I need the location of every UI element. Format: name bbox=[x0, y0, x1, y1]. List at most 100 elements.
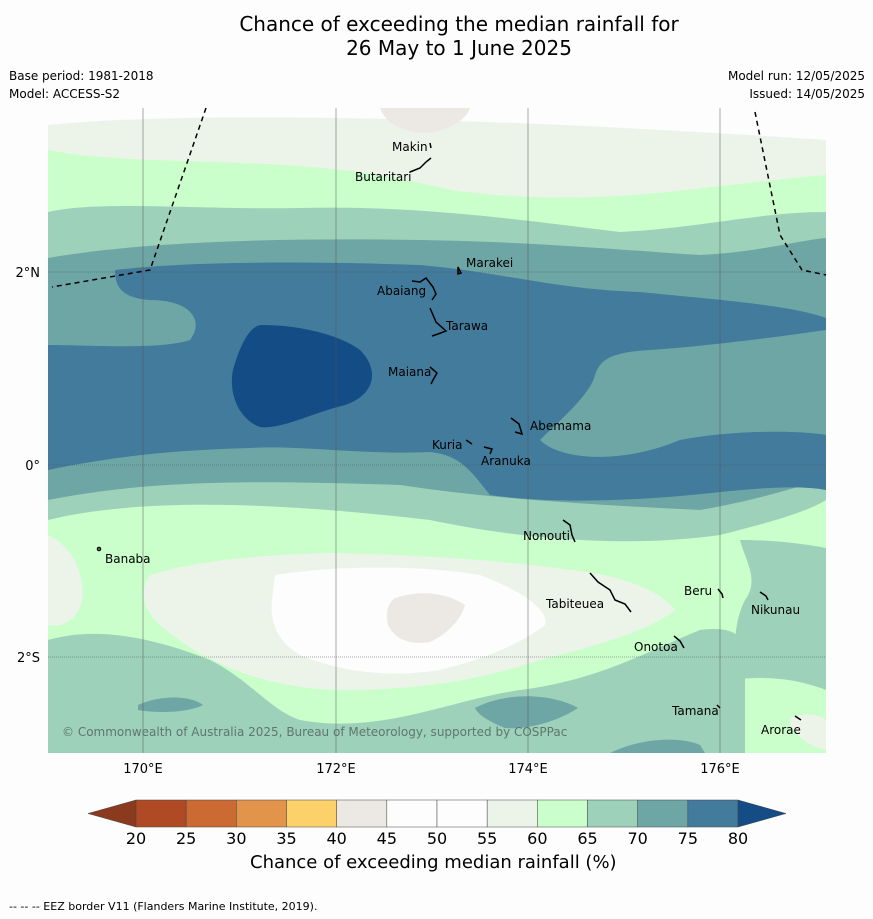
label-butaritari: Butaritari bbox=[355, 170, 412, 184]
colorbar-segment bbox=[687, 799, 739, 828]
onotoa-outline bbox=[673, 635, 685, 649]
colorbar-segment bbox=[286, 799, 337, 828]
base-period: Base period: 1981-2018 bbox=[9, 69, 154, 83]
colorbar-tick-label: 80 bbox=[728, 829, 748, 848]
label-beru: Beru bbox=[684, 584, 712, 598]
colorbar-segment bbox=[386, 799, 438, 828]
colorbar-segment bbox=[236, 799, 287, 828]
colorbar-segment bbox=[135, 799, 187, 828]
label-nonouti: Nonouti bbox=[523, 529, 570, 543]
colorbar-segment bbox=[587, 799, 638, 828]
eez-border-west bbox=[51, 107, 207, 288]
rainfall-contours bbox=[48, 108, 826, 753]
eez-footnote: -- -- -- EEZ border V11 (Flanders Marine… bbox=[9, 900, 318, 913]
label-marakei: Marakei bbox=[466, 256, 513, 270]
marakei-outline bbox=[457, 266, 463, 276]
banaba-outline bbox=[96, 546, 102, 552]
label-kuria: Kuria bbox=[432, 438, 463, 452]
colorbar-segment bbox=[637, 799, 689, 828]
band-40-45-south bbox=[386, 593, 465, 643]
lon-label-170: 170°E bbox=[123, 762, 163, 777]
colorbar-tick-label: 75 bbox=[678, 829, 698, 848]
kuria-outline bbox=[465, 439, 473, 445]
title-line-1: Chance of exceeding the median rainfall … bbox=[239, 12, 679, 36]
maiana-outline bbox=[429, 366, 438, 385]
band-above-80 bbox=[231, 325, 372, 428]
label-banaba: Banaba bbox=[105, 552, 151, 566]
tamana-outline bbox=[716, 704, 721, 709]
colorbar-segment bbox=[486, 799, 538, 828]
colorbar: 20 25 30 35 40 45 50 55 60 65 70 75 80 bbox=[87, 799, 787, 848]
axis-labels: 2°N 0° 2°S 170°E 172°E 174°E 176°E bbox=[16, 266, 740, 777]
colorbar-tick-label: 50 bbox=[427, 829, 447, 848]
colorbar-segment bbox=[336, 799, 388, 828]
nonouti-outline bbox=[562, 519, 576, 543]
label-abemama: Abemama bbox=[530, 419, 591, 433]
colorbar-segment bbox=[436, 799, 488, 828]
label-arorae: Arorae bbox=[761, 723, 801, 737]
label-onotoa: Onotoa bbox=[634, 640, 678, 654]
lat-label-2n: 2°N bbox=[16, 266, 41, 281]
title-line-2: 26 May to 1 June 2025 bbox=[346, 36, 572, 60]
band-75-80 bbox=[48, 262, 826, 501]
tabiteuea-outline bbox=[589, 572, 632, 613]
label-maiana: Maiana bbox=[388, 365, 431, 379]
colorbar-tick-label: 30 bbox=[226, 829, 246, 848]
aranuka-outline bbox=[483, 446, 494, 455]
label-makin: Makin bbox=[392, 140, 428, 154]
model-name: Model: ACCESS-S2 bbox=[9, 87, 121, 101]
colorbar-tick-label: 65 bbox=[577, 829, 597, 848]
butaritari-outline bbox=[409, 157, 432, 173]
graticule bbox=[48, 108, 826, 753]
copyright-notice: © Commonwealth of Australia 2025, Bureau… bbox=[62, 725, 567, 739]
colorbar-extend-high bbox=[737, 799, 787, 828]
model-run: Model run: 12/05/2025 bbox=[727, 69, 865, 83]
band-55-60-corner bbox=[790, 714, 826, 750]
meta-right: Model run: 12/05/2025 Issued: 14/05/2025 bbox=[728, 67, 865, 103]
island-labels: Makin Butaritari Marakei Abaiang Tarawa … bbox=[105, 140, 801, 737]
colorbar-segment bbox=[537, 799, 588, 828]
lat-label-2s: 2°S bbox=[17, 651, 40, 666]
lon-label-176: 176°E bbox=[700, 762, 740, 777]
band-70-75-south bbox=[475, 696, 578, 729]
band-70-75-bottom bbox=[610, 739, 705, 753]
label-tarawa: Tarawa bbox=[445, 319, 488, 333]
colorbar-extend-low bbox=[87, 799, 137, 828]
colorbar-tick-label: 45 bbox=[377, 829, 397, 848]
colorbar-tick-label: 25 bbox=[176, 829, 196, 848]
abaiang-outline bbox=[411, 276, 437, 301]
colorbar-tick-label: 40 bbox=[326, 829, 346, 848]
lat-label-0: 0° bbox=[25, 459, 40, 474]
label-tabiteuea: Tabiteuea bbox=[545, 597, 604, 611]
eez-borders bbox=[51, 107, 827, 288]
colorbar-label: Chance of exceeding median rainfall (%) bbox=[250, 852, 617, 873]
map-title: Chance of exceeding the median rainfall … bbox=[0, 12, 873, 60]
eez-border-east bbox=[754, 111, 827, 276]
label-aranuka: Aranuka bbox=[481, 454, 531, 468]
colorbar-tick-label: 55 bbox=[477, 829, 497, 848]
label-abaiang: Abaiang bbox=[377, 284, 426, 298]
arorae-outline bbox=[794, 715, 802, 721]
makin-outline bbox=[429, 142, 432, 149]
colorbar-segment bbox=[185, 799, 237, 828]
band-65-70-bottom bbox=[48, 629, 745, 753]
colorbar-tick-label: 60 bbox=[527, 829, 547, 848]
beru-outline bbox=[717, 588, 724, 599]
colorbar-tick-label: 35 bbox=[276, 829, 296, 848]
lon-label-174: 174°E bbox=[508, 762, 548, 777]
lon-label-172: 172°E bbox=[316, 762, 356, 777]
tarawa-outline bbox=[429, 307, 448, 337]
abemama-outline bbox=[510, 417, 524, 436]
meta-left: Base period: 1981-2018 Model: ACCESS-S2 bbox=[9, 67, 154, 103]
colorbar-tick-label: 70 bbox=[627, 829, 647, 848]
label-tamana: Tamana bbox=[671, 704, 719, 718]
label-nikunau: Nikunau bbox=[751, 603, 800, 617]
island-outlines bbox=[96, 142, 802, 721]
nikunau-outline bbox=[759, 591, 769, 601]
issued-date: Issued: 14/05/2025 bbox=[749, 87, 865, 101]
colorbar-tick-label: 20 bbox=[126, 829, 146, 848]
band-40-45-north bbox=[380, 108, 470, 133]
band-55-60-west bbox=[48, 535, 83, 626]
band-70-75-small bbox=[138, 697, 203, 713]
